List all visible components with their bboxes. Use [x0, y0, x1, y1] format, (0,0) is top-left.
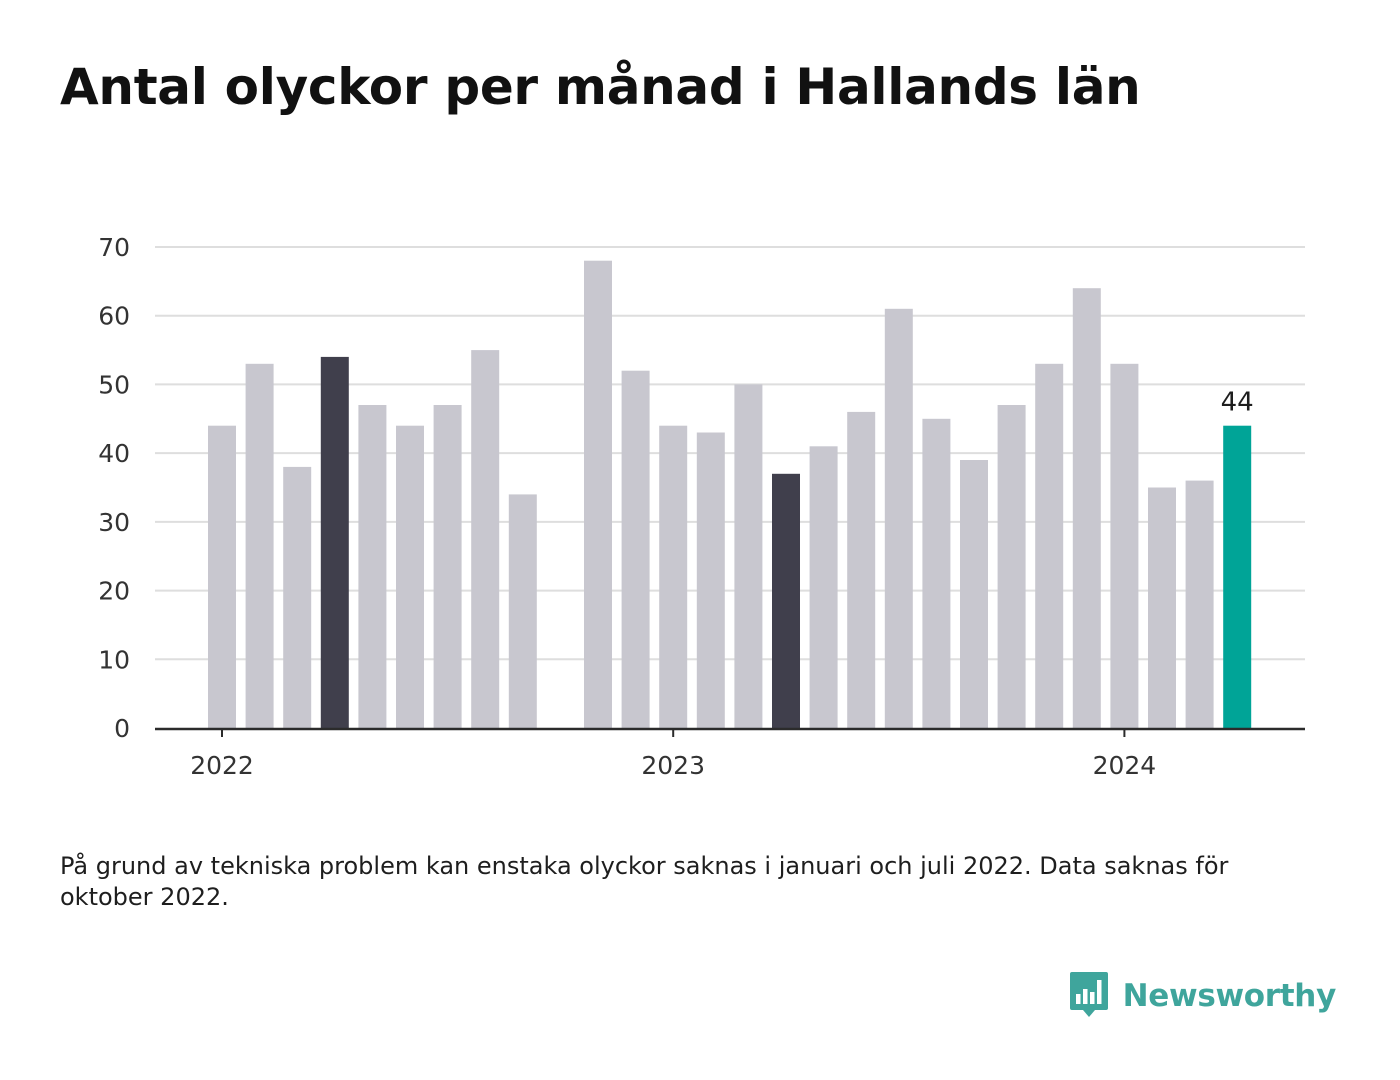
bar-2022-08 — [471, 350, 500, 728]
y-tick-label: 0 — [114, 714, 130, 743]
y-tick-label: 20 — [98, 577, 130, 606]
bar-2023-03 — [734, 384, 763, 728]
brand-logo[interactable]: Newsworthy — [1069, 970, 1336, 1022]
x-axis — [155, 727, 1305, 737]
bar-2022-06 — [396, 425, 424, 728]
bar-2024-02 — [1148, 487, 1176, 728]
bar-2023-07 — [884, 308, 913, 728]
x-axis-tick-labels: 2022 2023 2024 — [190, 751, 1156, 780]
bar-2023-01 — [659, 425, 688, 728]
bar-2023-04 — [772, 473, 800, 728]
x-tick-label: 2024 — [1093, 751, 1157, 780]
bars — [208, 260, 1252, 728]
y-tick-label: 70 — [98, 233, 130, 262]
bar-2024-01 — [1110, 363, 1139, 728]
bar-2022-12 — [621, 370, 650, 728]
bar-2024-03 — [1185, 480, 1214, 728]
bar-2023-10 — [997, 405, 1026, 728]
data-label-latest: 44 — [1221, 388, 1254, 418]
y-axis-tick-labels: 0 10 20 30 40 50 60 70 — [98, 233, 130, 743]
footnote: På grund av tekniska problem kan enstaka… — [60, 852, 1229, 911]
y-tick-label: 30 — [98, 508, 130, 537]
bar-chart-speech-bubble-icon — [1069, 970, 1109, 1022]
bar-2024-04 — [1223, 425, 1252, 728]
bar-2023-02 — [696, 432, 725, 728]
bar-2022-11 — [584, 260, 612, 728]
bar-2023-09 — [960, 460, 988, 728]
bar-2022-02 — [245, 363, 274, 728]
bar-chart: 0 10 20 30 40 50 60 70 2022 2023 2024 44 — [98, 233, 1305, 780]
bar-2022-01 — [208, 425, 236, 728]
bar-2022-09 — [508, 494, 537, 728]
x-tick-label: 2022 — [190, 751, 254, 780]
y-tick-label: 50 — [98, 370, 130, 399]
bar-2023-12 — [1072, 288, 1101, 728]
bar-2023-11 — [1035, 363, 1064, 728]
bar-2023-05 — [809, 446, 838, 728]
bar-2023-08 — [922, 418, 951, 728]
x-tick-label: 2023 — [641, 751, 705, 780]
chart-title: Antal olyckor per månad i Hallands län — [60, 58, 1141, 116]
y-tick-label: 10 — [98, 645, 130, 674]
bar-2023-06 — [847, 411, 876, 728]
bar-2022-03 — [283, 466, 312, 728]
bar-2022-07 — [433, 405, 462, 728]
data-labels: 44 — [1221, 388, 1254, 418]
bar-2022-05 — [358, 405, 387, 728]
brand-name: Newsworthy — [1122, 978, 1337, 1014]
y-tick-label: 60 — [98, 302, 130, 331]
bar-2022-04 — [320, 356, 349, 728]
y-tick-label: 40 — [98, 439, 130, 468]
